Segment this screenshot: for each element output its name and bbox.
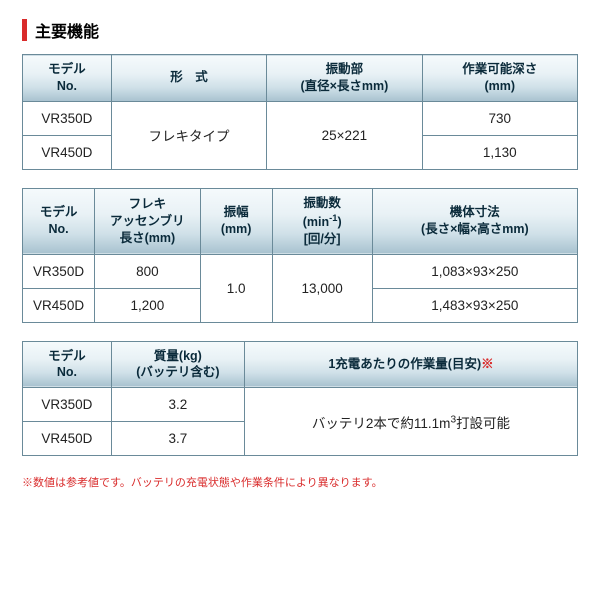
cell-frequency: 13,000 xyxy=(272,254,372,322)
col-label: 作業可能深さ(mm) xyxy=(462,62,537,93)
col-label: 機体寸法(長さ×幅×高さmm) xyxy=(421,205,529,236)
col-label: [回/分] xyxy=(304,232,341,246)
cell-amplitude: 1.0 xyxy=(200,254,272,322)
cell-work: バッテリ2本で約11.1m3打設可能 xyxy=(244,388,577,456)
col-work: 1充電あたりの作業量(目安)※ xyxy=(244,341,577,388)
cell-model: VR350D xyxy=(23,254,95,288)
col-model: モデルNo. xyxy=(23,55,112,102)
col-label: 振動部(直径×長さmm) xyxy=(300,62,388,93)
col-size: 機体寸法(長さ×幅×高さmm) xyxy=(372,188,577,254)
cell-model: VR450D xyxy=(23,422,112,456)
col-label: 振動数 xyxy=(303,196,341,210)
cell-depth: 1,130 xyxy=(422,135,577,169)
col-label: フレキアッセンブリ長さ(mm) xyxy=(110,197,185,245)
col-mass: 質量(kg)(バッテリ含む) xyxy=(111,341,244,388)
title-accent-bar xyxy=(22,19,27,41)
cell-type: フレキタイプ xyxy=(111,101,266,169)
table-header-row: モデルNo. 形 式 振動部(直径×長さmm) 作業可能深さ(mm) xyxy=(23,55,578,102)
cell-vibration: 25×221 xyxy=(267,101,422,169)
col-label: 1充電あたりの作業量(目安) xyxy=(328,357,481,371)
col-label: ) xyxy=(337,215,341,229)
table-row: VR350D 800 1.0 13,000 1,083×93×250 xyxy=(23,254,578,288)
spec-table-3: モデルNo. 質量(kg)(バッテリ含む) 1充電あたりの作業量(目安)※ VR… xyxy=(22,341,578,457)
col-label: モデルNo. xyxy=(48,62,86,93)
cell-mass: 3.7 xyxy=(111,422,244,456)
cell-model: VR450D xyxy=(23,288,95,322)
table-row: VR350D 3.2 バッテリ2本で約11.1m3打設可能 xyxy=(23,388,578,422)
footnote: ※数値は参考値です。バッテリの充電状態や作業条件により異なります。 xyxy=(22,474,578,490)
cell-model: VR350D xyxy=(23,101,112,135)
col-label: 質量(kg)(バッテリ含む) xyxy=(136,349,219,380)
col-label: モデルNo. xyxy=(40,205,78,236)
work-text: バッテリ2本で約11.1m xyxy=(312,416,451,431)
spec-table-2: モデルNo. フレキアッセンブリ長さ(mm) 振幅(mm) 振動数 (min-1… xyxy=(22,188,578,323)
col-depth: 作業可能深さ(mm) xyxy=(422,55,577,102)
cell-model: VR350D xyxy=(23,388,112,422)
cell-size: 1,483×93×250 xyxy=(372,288,577,322)
col-model: モデルNo. xyxy=(23,188,95,254)
col-assembly: フレキアッセンブリ長さ(mm) xyxy=(95,188,200,254)
col-label: (min xyxy=(303,215,329,229)
table-header-row: モデルNo. 質量(kg)(バッテリ含む) 1充電あたりの作業量(目安)※ xyxy=(23,341,578,388)
col-label: モデルNo. xyxy=(48,349,86,380)
cell-model: VR450D xyxy=(23,135,112,169)
cell-size: 1,083×93×250 xyxy=(372,254,577,288)
cell-assembly: 800 xyxy=(95,254,200,288)
page-title-wrap: 主要機能 xyxy=(22,18,578,42)
table-row: VR350D フレキタイプ 25×221 730 xyxy=(23,101,578,135)
work-text: 打設可能 xyxy=(456,416,510,431)
col-vibration: 振動部(直径×長さmm) xyxy=(267,55,422,102)
cell-mass: 3.2 xyxy=(111,388,244,422)
col-type: 形 式 xyxy=(111,55,266,102)
cell-depth: 730 xyxy=(422,101,577,135)
col-amplitude: 振幅(mm) xyxy=(200,188,272,254)
spec-table-1: モデルNo. 形 式 振動部(直径×長さmm) 作業可能深さ(mm) VR350… xyxy=(22,54,578,170)
col-frequency: 振動数 (min-1) [回/分] xyxy=(272,188,372,254)
col-label: 形 式 xyxy=(170,70,208,84)
page-title: 主要機能 xyxy=(35,18,99,42)
col-model: モデルNo. xyxy=(23,341,112,388)
col-label: 振幅(mm) xyxy=(221,205,252,236)
cell-assembly: 1,200 xyxy=(95,288,200,322)
asterisk-icon: ※ xyxy=(481,357,494,371)
table-header-row: モデルNo. フレキアッセンブリ長さ(mm) 振幅(mm) 振動数 (min-1… xyxy=(23,188,578,254)
